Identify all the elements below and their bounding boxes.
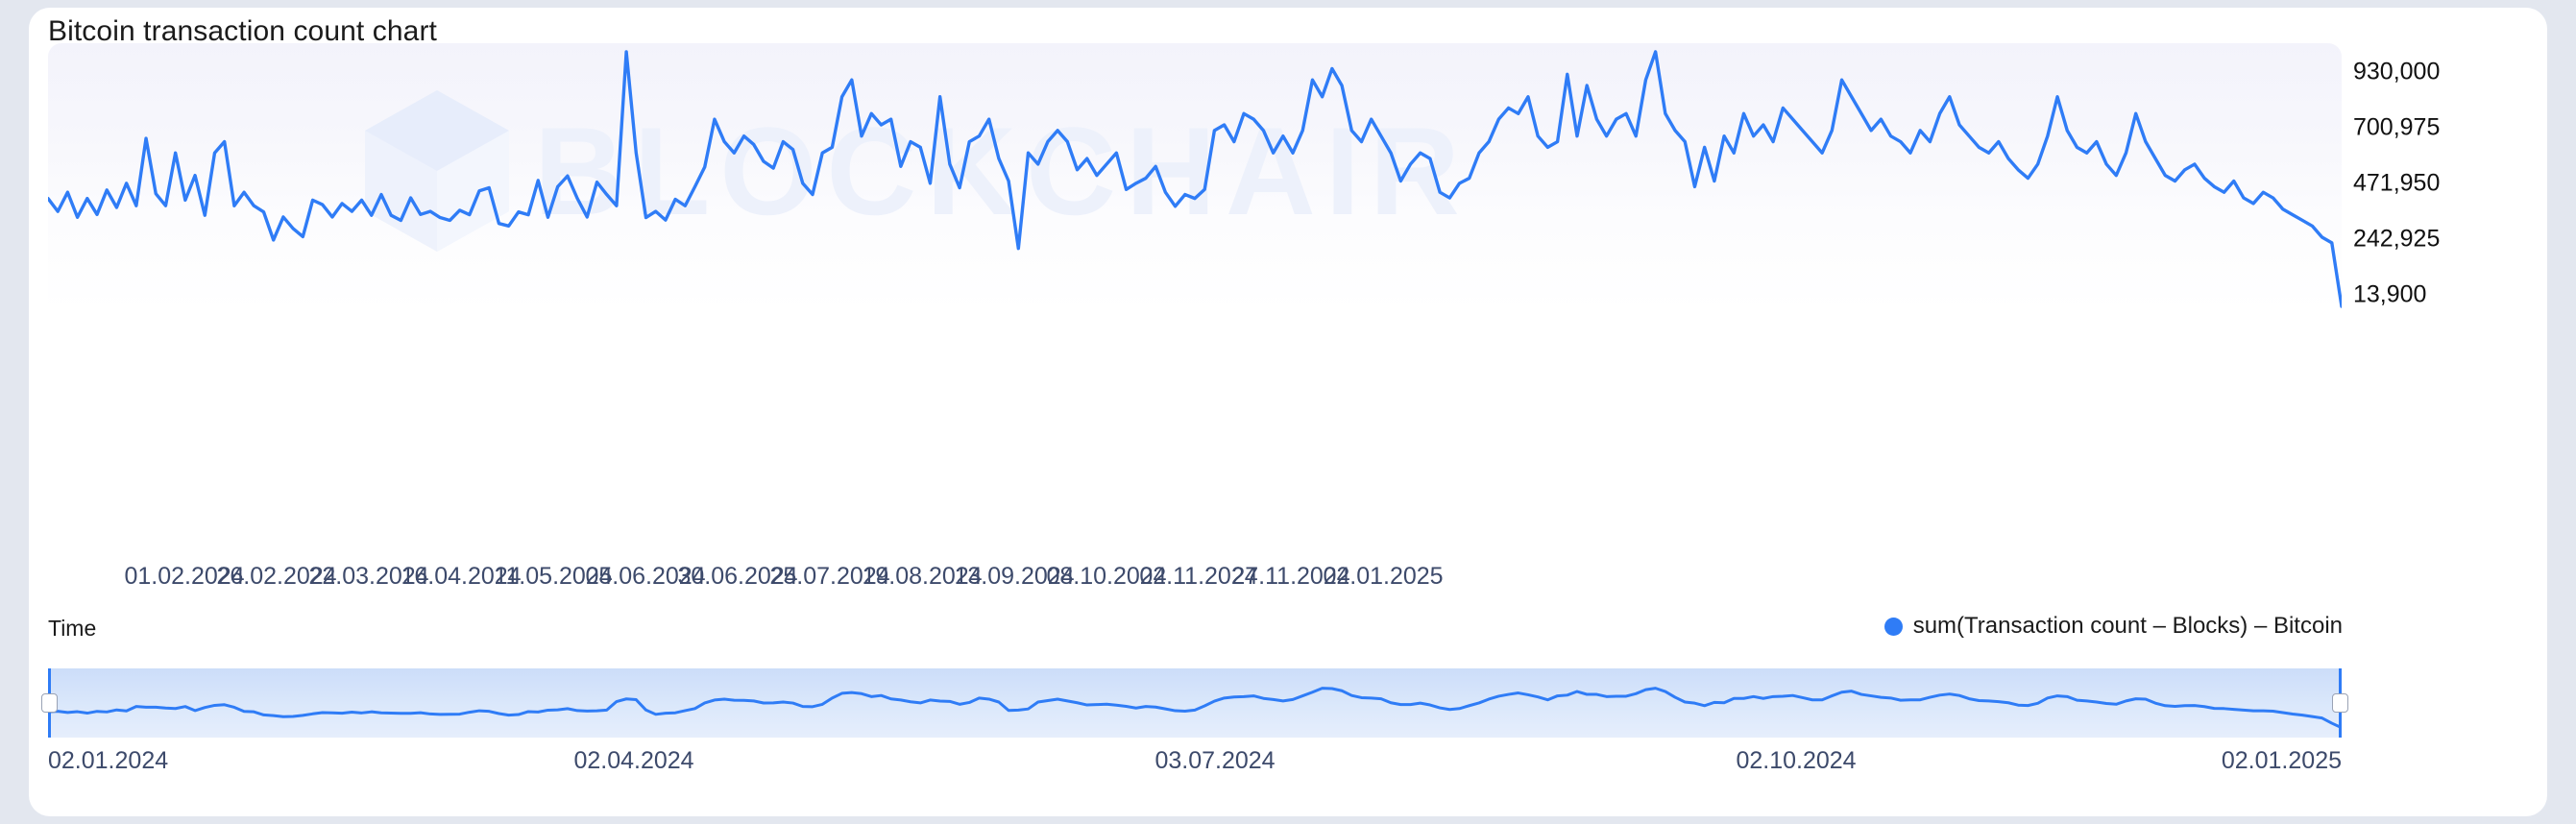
x-tick-7: 25.07.2024 <box>769 563 890 590</box>
navigator-left-handle[interactable] <box>41 668 58 738</box>
main-plot-area[interactable]: BLOCKCHAIR <box>48 43 2342 312</box>
x-tick-2: 22.03.2024 <box>308 563 429 590</box>
x-tick-6: 30.06.2024 <box>677 563 798 590</box>
x-tick-3: 16.04.2024 <box>401 563 522 590</box>
legend[interactable]: sum(Transaction count – Blocks) – Bitcoi… <box>1883 613 2343 640</box>
y-tick-0: 930,000 <box>2353 58 2441 85</box>
main-series-svg <box>48 43 2342 312</box>
y-tick-2: 471,950 <box>2353 169 2441 197</box>
navigator-left-grip-icon[interactable] <box>41 693 58 713</box>
y-tick-1: 700,975 <box>2353 113 2441 141</box>
x-tick-13: 02.01.2025 <box>1323 563 1444 590</box>
nav-tick-0: 02.01.2024 <box>48 747 169 774</box>
navigator-selected-band[interactable] <box>48 668 2342 738</box>
nav-tick-1: 02.04.2024 <box>573 747 694 774</box>
y-tick-4: 13,900 <box>2353 280 2427 308</box>
navigator-series-svg <box>48 668 2342 738</box>
navigator-axis: 02.01.2024 02.04.2024 03.07.2024 02.10.2… <box>48 747 2342 780</box>
page-title: Bitcoin transaction count chart <box>48 15 437 47</box>
x-tick-0: 01.02.2024 <box>124 563 245 590</box>
x-tick-1: 26.02.2024 <box>216 563 337 590</box>
navigator-right-handle[interactable] <box>2332 668 2348 738</box>
legend-marker-icon <box>1883 617 1903 636</box>
x-tick-8: 19.08.2024 <box>862 563 983 590</box>
legend-series-label[interactable]: sum(Transaction count – Blocks) – Bitcoi… <box>1912 613 2343 639</box>
x-tick-11: 02.11.2024 <box>1139 563 1258 590</box>
x-tick-9: 13.09.2024 <box>954 563 1075 590</box>
navigator[interactable] <box>41 668 2348 738</box>
x-tick-10: 08.10.2024 <box>1046 563 1167 590</box>
nav-tick-2: 03.07.2024 <box>1154 747 1276 774</box>
x-tick-12: 27.11.2024 <box>1231 563 1350 590</box>
navigator-right-grip-icon[interactable] <box>2332 693 2348 713</box>
y-axis: 930,000 700,975 471,950 242,925 13,900 <box>2353 43 2526 312</box>
chart-card: Bitcoin transaction count chart BLOCKCHA… <box>29 8 2547 816</box>
x-tick-4: 11.05.2024 <box>494 563 613 590</box>
x-axis-title: Time <box>48 616 97 641</box>
y-tick-3: 242,925 <box>2353 225 2441 253</box>
nav-tick-3: 02.10.2024 <box>1736 747 1857 774</box>
x-axis: 01.02.2024 26.02.2024 22.03.2024 16.04.2… <box>48 563 2342 595</box>
x-tick-5: 05.06.2024 <box>585 563 706 590</box>
nav-tick-4: 02.01.2025 <box>2221 747 2342 774</box>
